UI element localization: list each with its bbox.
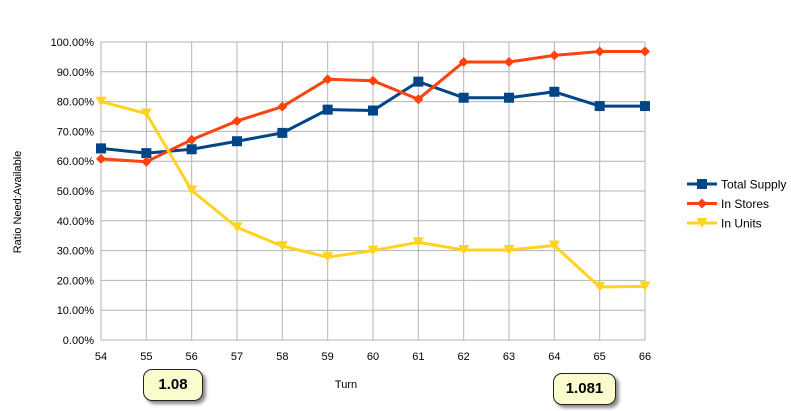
legend-label-in-stores: In Stores [721,197,769,211]
y-tick-label: 60.00% [57,156,95,168]
data-point-in-units [367,245,379,256]
series-markers [95,46,651,292]
data-point-in-stores [458,56,469,67]
x-axis-title: Turn [335,379,357,391]
x-tick-label: 62 [458,351,470,363]
y-tick-label: 20.00% [57,275,95,287]
data-point-in-units [639,281,651,292]
x-tick-label: 58 [276,351,288,363]
data-point-in-units [594,281,606,292]
x-tick-label: 55 [140,351,152,363]
data-point-in-stores [186,134,197,145]
data-point-total-supply [458,92,469,103]
annotation-badge: 1.081 [553,373,616,405]
data-point-in-units [231,222,243,233]
data-point-in-units [322,252,334,263]
data-point-total-supply [640,101,650,112]
data-point-in-units [95,96,107,107]
data-point-in-units [140,108,152,119]
y-tick-label: 40.00% [57,216,95,228]
data-point-in-units [186,185,198,196]
data-point-total-supply [232,136,242,147]
legend-label-total-supply: Total Supply [721,178,786,192]
y-tick-label: 80.00% [57,97,95,109]
annotation-badge: 1.08 [143,369,203,401]
legend-label-in-units: In Units [721,217,762,231]
legend-marker-in-units [696,218,708,228]
legend: Total Supply In Stores In Units [687,178,786,231]
data-point-in-units [458,245,470,256]
data-point-in-stores [322,74,333,85]
legend-marker-total-supply [697,179,707,189]
data-point-total-supply [413,76,424,87]
data-point-total-supply [96,143,106,154]
data-point-in-stores [594,46,605,57]
x-tick-label: 54 [95,351,107,363]
y-tick-label: 50.00% [57,186,95,198]
data-point-in-stores [640,46,650,57]
x-tick-label: 60 [367,351,379,363]
y-tick-label: 70.00% [57,126,95,138]
data-point-in-stores [277,101,288,112]
data-point-in-stores [413,94,424,105]
x-axis-ticks: 54 55 56 57 58 59 60 61 62 63 64 65 66 [95,351,651,363]
x-tick-label: 59 [322,351,334,363]
data-point-total-supply [141,148,152,159]
x-tick-label: 65 [594,351,606,363]
y-axis-title: Ratio Need:Available [12,151,24,254]
data-point-in-units [412,237,424,248]
data-point-in-stores [141,156,152,167]
y-tick-label: 0.00% [63,335,94,347]
x-tick-label: 57 [231,351,243,363]
data-point-total-supply [549,86,560,97]
x-tick-label: 66 [639,351,651,363]
data-point-in-units [276,241,288,252]
data-point-in-units [548,240,560,251]
data-point-total-supply [368,105,378,116]
data-point-in-stores [368,75,378,86]
y-tick-label: 90.00% [57,67,95,79]
y-axis-ticks: 0.00% 10.00% 20.00% 30.00% 40.00% 50.00% 60.00… [51,37,95,347]
data-point-in-stores [232,115,242,126]
data-point-in-stores [96,153,106,164]
y-tick-label: 100.00% [51,37,95,49]
y-tick-label: 10.00% [57,305,95,317]
x-tick-label: 64 [548,351,560,363]
data-point-in-units [503,245,515,256]
data-point-in-stores [549,50,560,61]
x-tick-label: 56 [186,351,198,363]
grid-lines [100,41,646,341]
data-point-total-supply [277,127,288,138]
data-point-total-supply [322,104,333,115]
data-point-total-supply [504,92,514,103]
data-point-total-supply [186,144,197,155]
y-tick-label: 30.00% [57,246,95,258]
legend-marker-in-stores [697,198,707,209]
x-tick-label: 61 [412,351,424,363]
data-point-in-stores [504,56,514,67]
x-tick-label: 63 [503,351,515,363]
data-point-total-supply [594,101,605,112]
